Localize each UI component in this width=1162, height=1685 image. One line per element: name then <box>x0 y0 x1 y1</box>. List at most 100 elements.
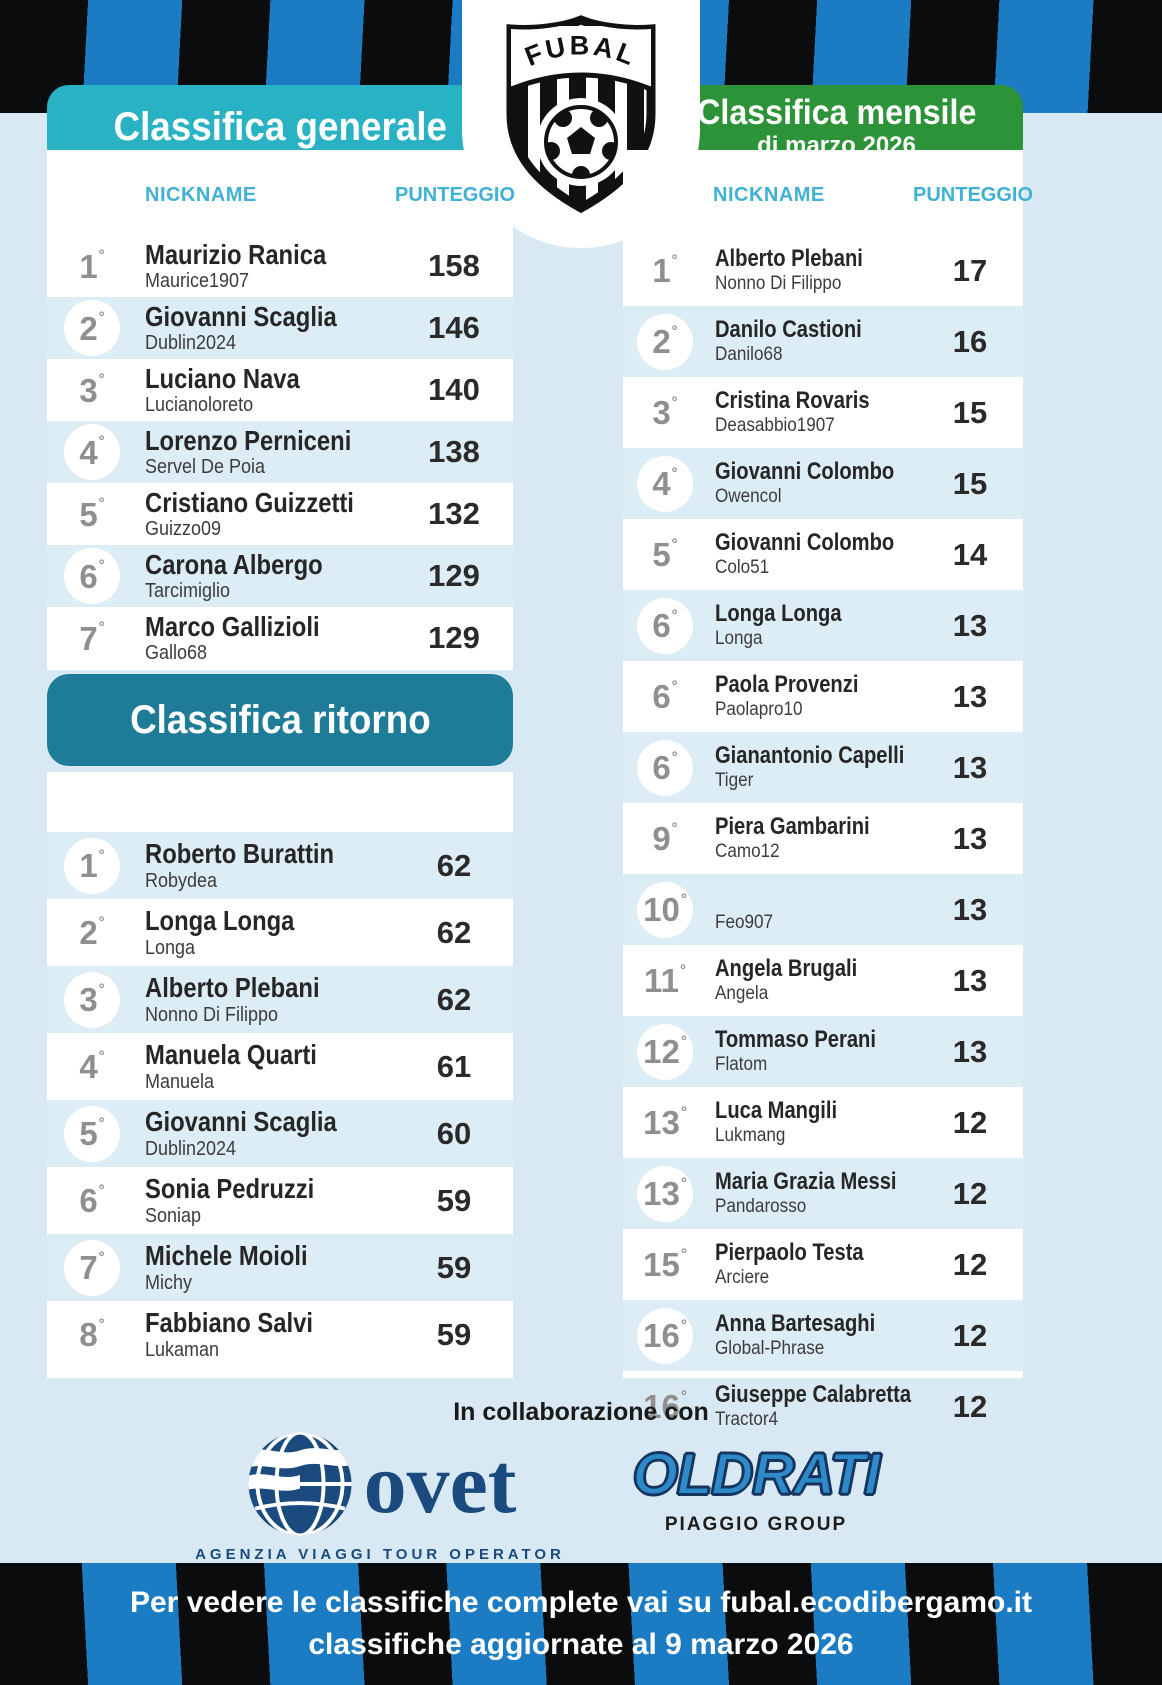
rank-cell: 13 ° <box>623 1095 707 1151</box>
player-name: Cristiano Guizzetti <box>145 486 354 518</box>
table-row: 5 ° Giovanni Colombo Colo51 14 <box>623 519 1023 590</box>
table-row: 5 ° Cristiano Guizzetti Guizzo09 132 <box>47 483 513 545</box>
rank-cell: 15 ° <box>623 1237 707 1293</box>
player-name: Giovanni Scaglia <box>145 300 337 332</box>
rank-number: 1 <box>79 847 98 884</box>
ovet-caption: AGENZIA VIAGGI TOUR OPERATOR <box>195 1546 565 1563</box>
rank-number: 13 <box>643 1104 680 1141</box>
rank-degree: ° <box>98 309 105 326</box>
mensile-title: Classifica mensile <box>696 93 977 133</box>
rank-number: 3 <box>79 371 98 409</box>
player-score: 12 <box>952 1246 988 1282</box>
player-nickname: Longa <box>715 628 763 650</box>
player-cell: Feo907 <box>707 885 917 934</box>
table-row: 3 ° Cristina Rovaris Deasabbio1907 15 <box>623 377 1023 448</box>
player-cell: Marco Gallizioli Gallo68 <box>137 611 395 665</box>
collaboration-label: In collaborazione con <box>453 1398 709 1426</box>
ritorno-rows: 1 ° Roberto Burattin Robydea 62 2 ° <box>47 832 513 1368</box>
player-score: 59 <box>436 1182 472 1218</box>
table-row: 2 ° Danilo Castioni Danilo68 16 <box>623 306 1023 377</box>
rank-badge: 1 ° <box>637 243 693 299</box>
player-name: Gianantonio Capelli <box>715 742 905 770</box>
footer-band: Per vedere le classifiche complete vai s… <box>0 1563 1162 1685</box>
rank-degree: ° <box>680 890 687 908</box>
rank-degree: ° <box>98 619 105 636</box>
generale-title: Classifica generale <box>113 105 447 149</box>
rank-degree: ° <box>671 677 678 695</box>
rank-cell: 16 ° <box>623 1307 707 1364</box>
rank-badge: 5 ° <box>64 486 120 542</box>
table-row: 6 ° Gianantonio Capelli Tiger 13 <box>623 732 1023 803</box>
rank-cell: 1 ° <box>47 238 137 294</box>
player-score: 138 <box>428 434 480 469</box>
player-name: Giovanni Scaglia <box>145 1106 337 1138</box>
table-row: 10 ° Feo907 13 <box>623 874 1023 945</box>
player-cell: Maurizio Ranica Maurice1907 <box>137 239 395 293</box>
rank-number: 15 <box>643 1246 680 1283</box>
rank-number: 11 <box>644 962 679 999</box>
table-row: 6 ° Carona Albergo Tarcimiglio 129 <box>47 545 513 607</box>
player-score: 132 <box>428 496 480 531</box>
rank-degree: ° <box>679 961 686 979</box>
player-name: Marco Gallizioli <box>145 610 320 642</box>
rank-number: 16 <box>643 1317 680 1354</box>
rank-badge: 5 ° <box>64 1105 120 1162</box>
player-cell: Carona Albergo Tarcimiglio <box>137 549 395 603</box>
player-name: Danilo Castioni <box>715 316 862 344</box>
player-score: 12 <box>952 1175 988 1211</box>
rank-cell: 2 ° <box>47 300 137 356</box>
player-score: 146 <box>428 310 480 345</box>
player-score: 62 <box>436 914 472 950</box>
rank-degree: ° <box>98 495 105 512</box>
rank-cell: 12 ° <box>623 1023 707 1080</box>
rank-number: 6 <box>652 607 671 644</box>
player-score: 62 <box>436 847 472 883</box>
player-nickname: Lucianoloreto <box>145 394 254 417</box>
rank-cell: 6 ° <box>47 1173 137 1229</box>
rank-cell: 3 ° <box>623 385 707 441</box>
player-name: Longa Longa <box>145 905 295 937</box>
player-nickname: Michy <box>145 1271 193 1294</box>
player-name: Sonia Pedruzzi <box>145 1173 315 1205</box>
fubal-badge: FUBAL <box>462 0 700 248</box>
rank-badge: 3 ° <box>637 385 693 441</box>
table-row: 5 ° Giovanni Scaglia Dublin2024 60 <box>47 1100 513 1167</box>
rank-cell: 6 ° <box>623 669 707 725</box>
player-cell: Alberto Plebani Nonno Di Filippo <box>137 972 395 1026</box>
player-cell: Giovanni Colombo Colo51 <box>707 529 917 579</box>
table-row: 4 ° Lorenzo Perniceni Servel De Poia 138 <box>47 421 513 483</box>
player-cell: Luciano Nava Lucianoloreto <box>137 363 395 417</box>
player-nickname: Danilo68 <box>715 344 783 366</box>
player-name: Alberto Plebani <box>715 245 863 273</box>
player-name: Giovanni Colombo <box>715 529 895 557</box>
rank-badge: 4 ° <box>64 1039 120 1095</box>
rank-badge: 6 ° <box>637 669 693 725</box>
table-row: 6 ° Longa Longa Longa 13 <box>623 590 1023 661</box>
player-score: 59 <box>436 1316 472 1352</box>
player-cell: Angela Brugali Angela <box>707 955 917 1005</box>
player-cell: Fabbiano Salvi Lukaman <box>137 1307 395 1361</box>
player-name: Piera Gambarini <box>715 813 870 841</box>
player-score: 13 <box>952 607 988 643</box>
player-nickname: Servel De Poia <box>145 456 266 479</box>
player-nickname: Paolapro10 <box>715 699 803 721</box>
player-name <box>715 885 885 912</box>
player-name: Roberto Burattin <box>145 838 335 870</box>
rank-number: 1 <box>652 252 671 289</box>
player-score: 13 <box>952 749 988 785</box>
rank-degree: ° <box>98 980 105 998</box>
rank-number: 8 <box>79 1316 98 1353</box>
player-name: Alberto Plebani <box>145 972 320 1004</box>
table-row: 7 ° Marco Gallizioli Gallo68 129 <box>47 607 513 669</box>
player-nickname: Nonno Di Filippo <box>715 273 842 295</box>
player-cell: Maria Grazia Messi Pandarosso <box>707 1168 917 1218</box>
ovet-logo-row: ovet <box>244 1428 516 1540</box>
rank-badge: 4 ° <box>64 424 120 480</box>
player-name: Maurizio Ranica <box>145 238 327 270</box>
player-cell: Alberto Plebani Nonno Di Filippo <box>707 245 917 295</box>
table-row: 16 ° Giuseppe Calabretta Tractor4 12 <box>623 1371 1023 1442</box>
player-nickname: Dublin2024 <box>145 332 237 355</box>
player-score: 158 <box>428 248 480 283</box>
table-row: 4 ° Giovanni Colombo Owencol 15 <box>623 448 1023 519</box>
player-score: 15 <box>952 394 988 430</box>
